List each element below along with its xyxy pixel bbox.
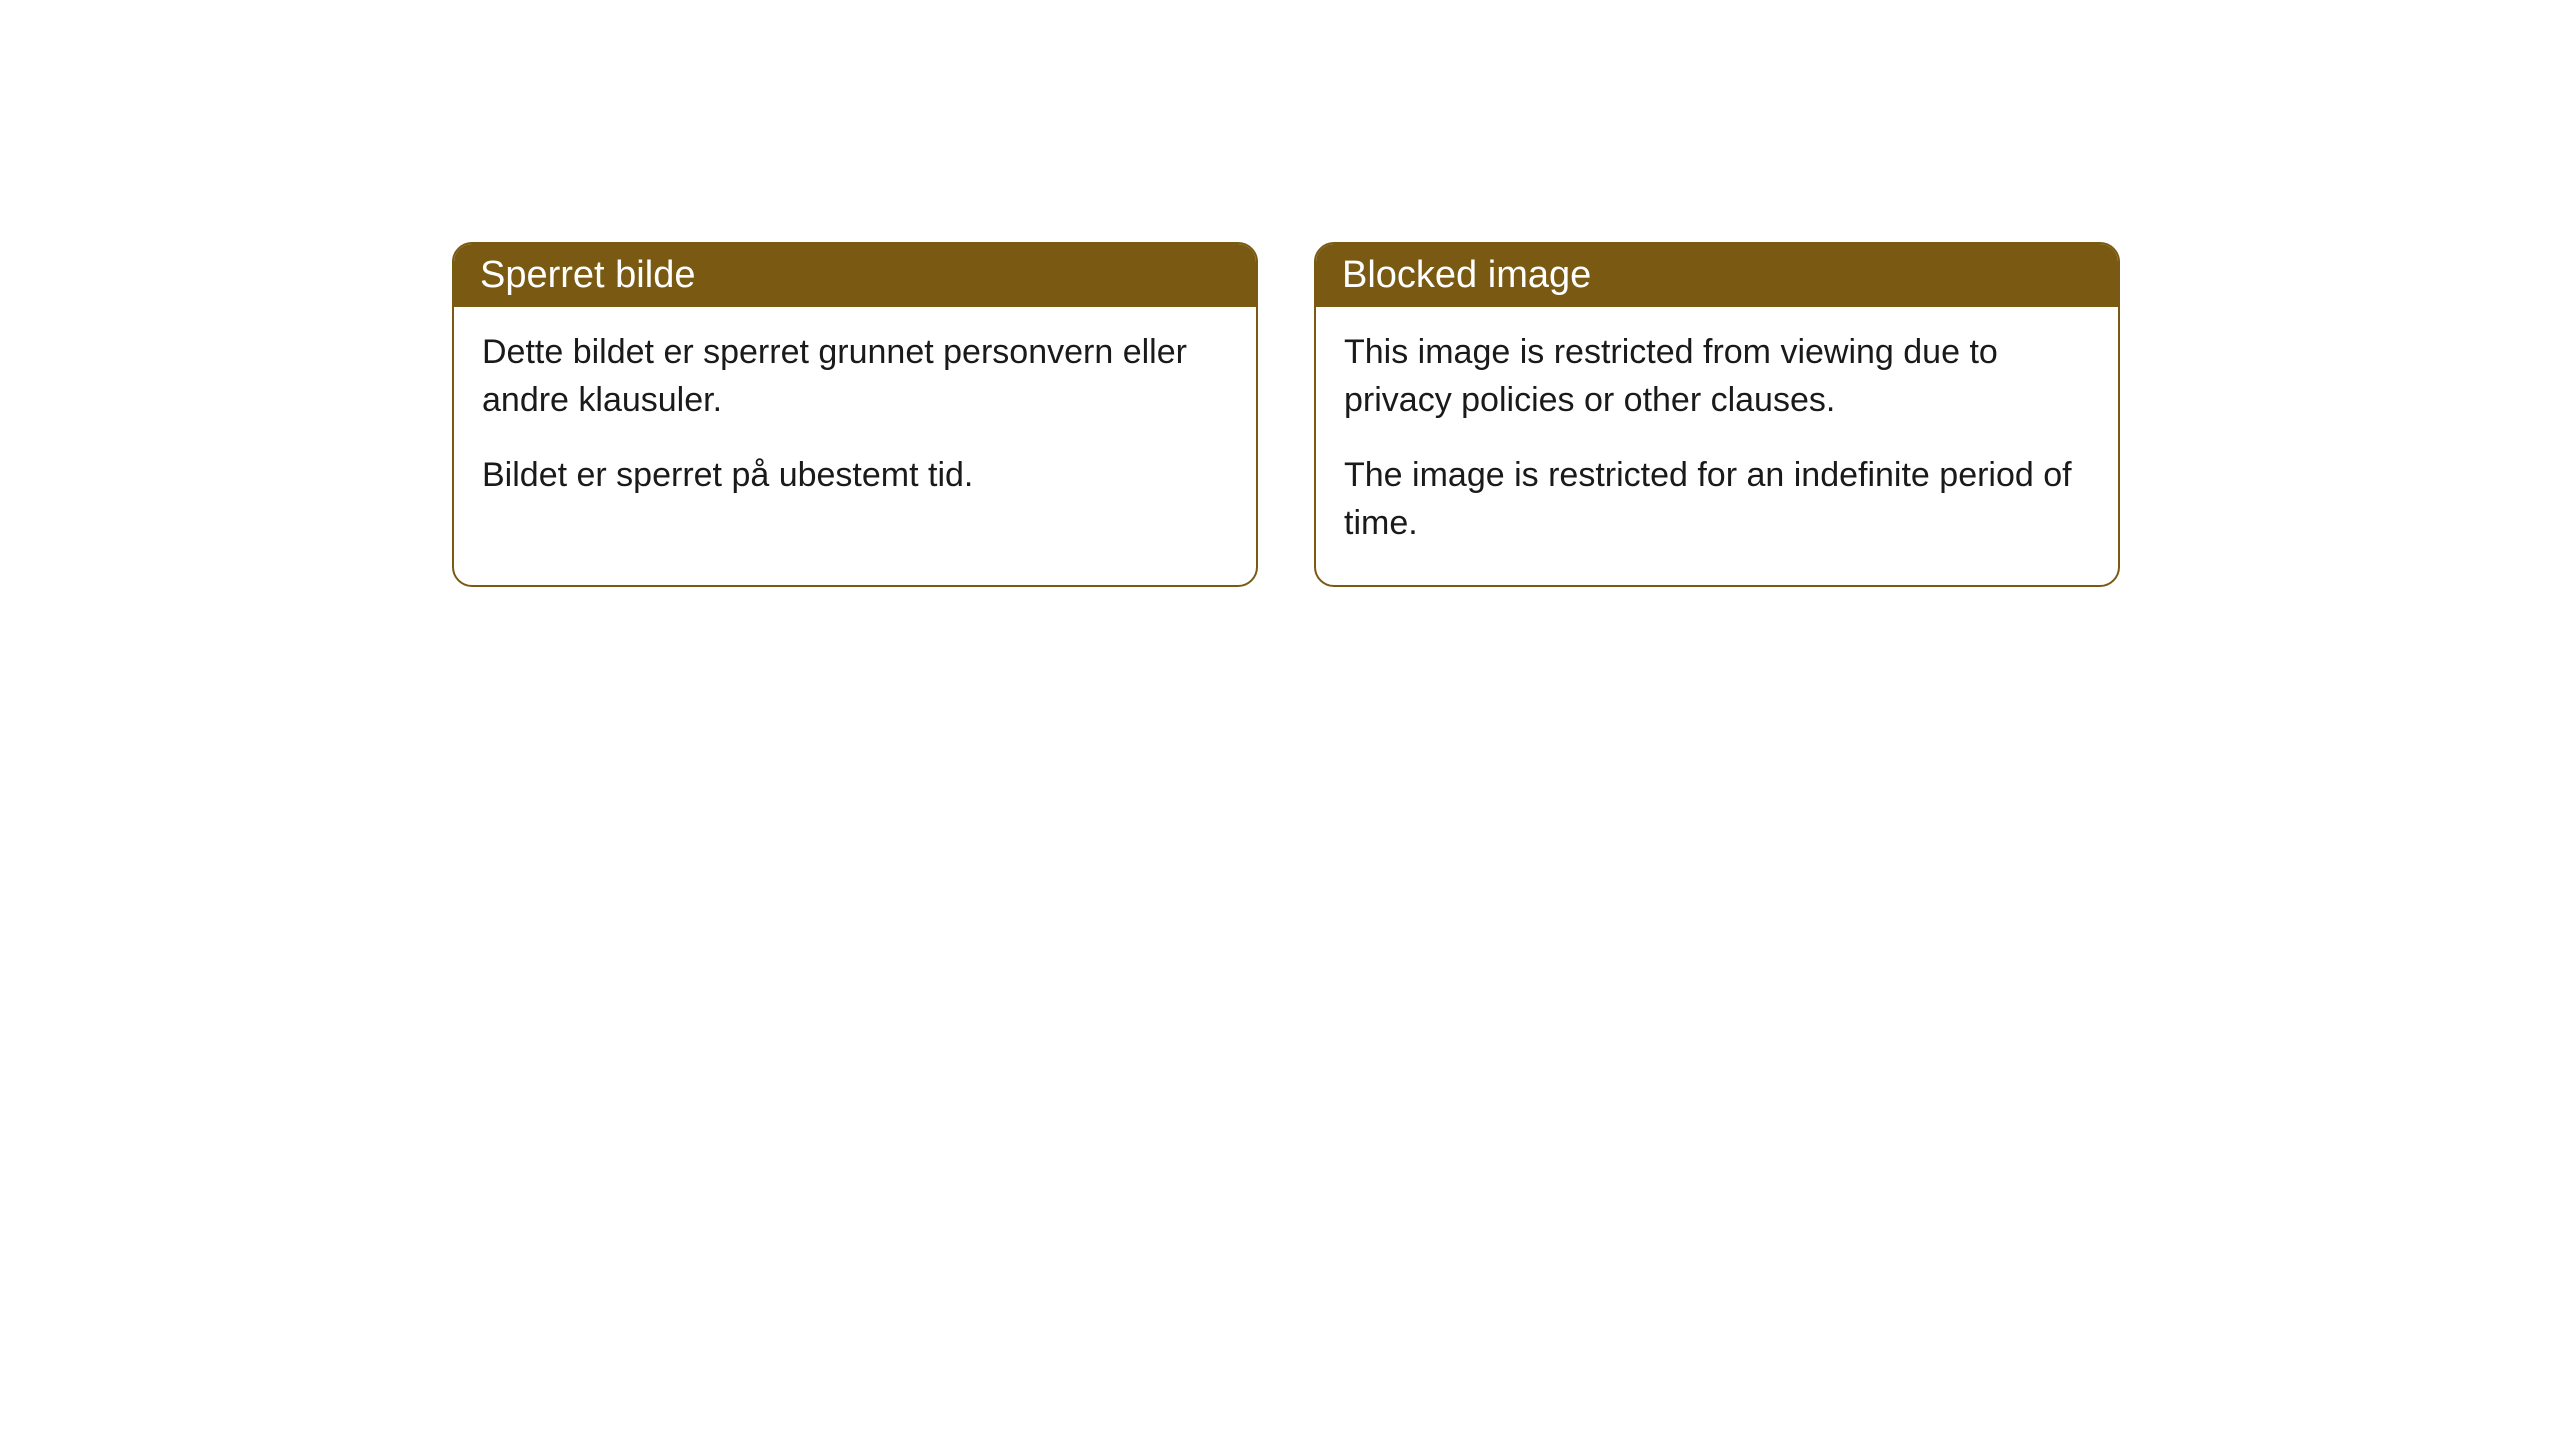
card-header-en: Blocked image: [1316, 244, 2118, 307]
card-paragraph-1-en: This image is restricted from viewing du…: [1344, 329, 2090, 424]
card-title-no: Sperret bilde: [480, 254, 695, 296]
notice-cards-container: Sperret bilde Dette bildet er sperret gr…: [452, 242, 2120, 587]
card-title-en: Blocked image: [1342, 254, 1591, 296]
blocked-image-card-en: Blocked image This image is restricted f…: [1314, 242, 2120, 587]
card-paragraph-2-no: Bildet er sperret på ubestemt tid.: [482, 452, 1228, 500]
card-paragraph-1-no: Dette bildet er sperret grunnet personve…: [482, 329, 1228, 424]
card-body-en: This image is restricted from viewing du…: [1316, 307, 2118, 585]
card-header-no: Sperret bilde: [454, 244, 1256, 307]
blocked-image-card-no: Sperret bilde Dette bildet er sperret gr…: [452, 242, 1258, 587]
card-body-no: Dette bildet er sperret grunnet personve…: [454, 307, 1256, 538]
card-paragraph-2-en: The image is restricted for an indefinit…: [1344, 452, 2090, 547]
